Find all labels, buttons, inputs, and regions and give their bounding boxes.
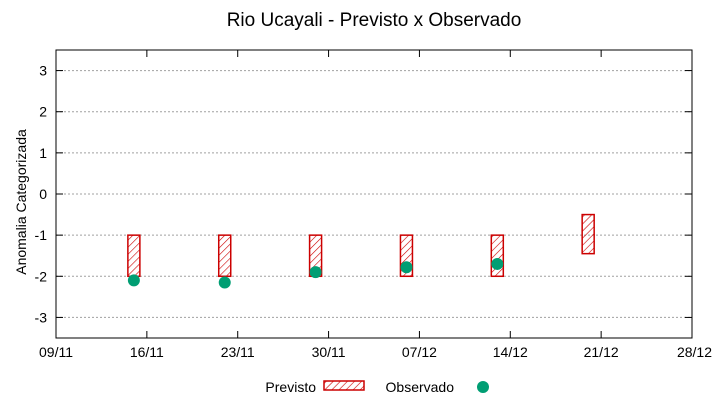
x-tick-label: 16/11	[130, 344, 164, 360]
legend-label-previsto: Previsto	[265, 379, 316, 395]
axis-ticks: 3 2 1 0 -1 -2 -3 09/11 16/11 23/11 30/11 07/12 14/12…	[35, 50, 712, 360]
chart-title: Rio Ucayali - Previsto x Observado	[227, 10, 522, 31]
grid	[56, 70, 692, 318]
x-tick-label: 28/12	[677, 344, 712, 360]
x-tick-label: 14/12	[493, 344, 528, 360]
y-axis-label: Anomalia Categorizada	[13, 129, 29, 275]
x-tick-label: 09/11	[39, 344, 73, 360]
observado-point	[400, 261, 413, 274]
observado-series	[127, 257, 504, 289]
legend-label-observado: Observado	[386, 379, 455, 395]
x-tick-label: 21/12	[584, 344, 619, 360]
observado-point	[218, 276, 231, 289]
plot-frame	[55, 49, 693, 339]
x-tick-label: 23/11	[221, 344, 255, 360]
y-tick-label: -2	[35, 268, 48, 284]
observado-point	[491, 257, 504, 270]
legend-swatch-previsto	[323, 380, 365, 391]
y-tick-label: 2	[39, 104, 47, 120]
previsto-series	[127, 213, 595, 278]
previsto-bar	[217, 234, 232, 278]
previsto-bar	[127, 234, 141, 278]
x-tick-label: 07/12	[402, 344, 437, 360]
x-tick-label: 30/11	[312, 344, 346, 360]
legend-marker-observado	[477, 381, 489, 393]
y-tick-label: 0	[39, 186, 47, 202]
y-tick-label: 1	[39, 145, 47, 161]
observado-point	[309, 266, 322, 279]
y-tick-label: -3	[35, 309, 48, 325]
previsto-bar	[490, 234, 505, 278]
y-tick-label: 3	[39, 63, 47, 79]
observado-point	[127, 274, 140, 287]
previsto-bar	[581, 213, 595, 255]
y-tick-label: -1	[35, 227, 48, 243]
legend: Previsto Observado	[265, 379, 489, 395]
